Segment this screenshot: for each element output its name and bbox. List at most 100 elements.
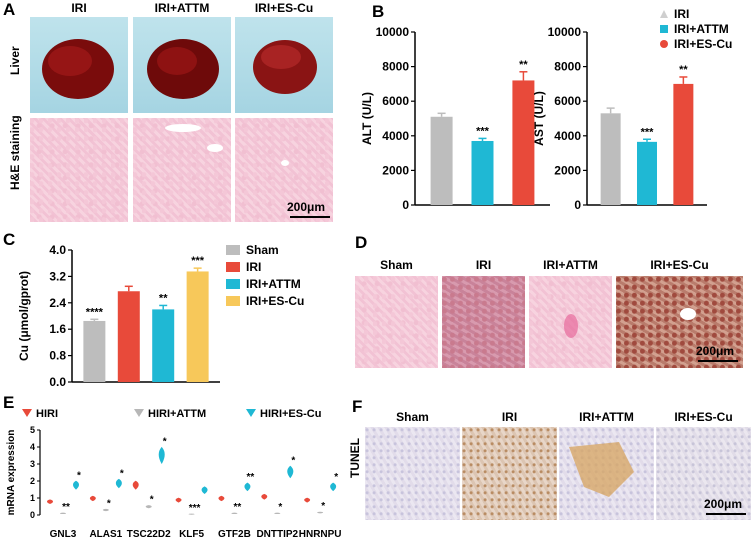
significance-label: *** (641, 126, 655, 138)
violin-hiri (218, 495, 225, 502)
panel-label-a: A (3, 0, 16, 19)
y-tick-label: 10000 (376, 25, 410, 39)
panel-label-f: F (352, 397, 363, 416)
panel-e-chart: 0 1 2 3 4 5 mRNA expression HIRI HIRI+ATTM HIRI+E… (6, 408, 342, 540)
violin-hiri (304, 497, 311, 503)
panel-f-col-attm: IRI+ATTM (579, 410, 634, 424)
significance-label: ** (159, 292, 168, 304)
y-tick-label: 0.0 (49, 375, 66, 389)
bar-iri-es-cu (512, 80, 535, 205)
bar-iri-es-cu (186, 271, 209, 382)
d-stain-attm (529, 276, 612, 368)
significance-label: * (120, 468, 124, 479)
legend-marker (22, 409, 32, 417)
legend-marker (226, 279, 240, 289)
significance-label: *** (476, 125, 490, 137)
panel-d-col-attm: IRI+ATTM (543, 258, 598, 272)
significance-label: * (278, 502, 282, 513)
legend-marker-escu (660, 40, 668, 48)
y-tick-label: 3.2 (49, 269, 66, 283)
y-tick-label: 6000 (554, 94, 581, 108)
y-tick-label: 2000 (554, 163, 581, 177)
y-axis-label: Cu (μmol/gprot) (17, 271, 31, 361)
y-axis-label: mRNA expression (6, 430, 17, 516)
y-axis-label: AST (U/L) (532, 91, 546, 146)
legend-label: IRI (674, 7, 689, 21)
y-tick-label: 2 (30, 476, 35, 486)
bar-iri (117, 291, 140, 382)
panel-label-b: B (372, 2, 385, 21)
significance-label: * (107, 498, 111, 509)
liver-photo-iri (30, 17, 128, 113)
he-stain-escu: 200μm (235, 118, 333, 222)
y-tick-label: 0 (402, 198, 409, 212)
panel-d-col-iri: IRI (475, 258, 492, 272)
y-axis-label: ALT (U/L) (360, 92, 374, 145)
scale-bar (698, 360, 738, 362)
y-tick-label: 4000 (554, 129, 581, 143)
he-stain-iri (30, 118, 128, 222)
violin-hiri (89, 495, 96, 502)
scale-bar-label: 200μm (704, 497, 743, 511)
y-tick-label: 8000 (382, 60, 409, 74)
f-tunel-iri (462, 427, 557, 520)
scale-bar-label: 200μm (696, 344, 735, 358)
panel-f-row-tunel: TUNEL (348, 438, 362, 478)
bar-iri (600, 113, 621, 205)
legend-marker (226, 296, 240, 306)
violin-hiri-attm (317, 511, 324, 514)
legend-label: Sham (246, 243, 279, 257)
violin-hiri (261, 493, 268, 500)
significance-label: ** (679, 64, 688, 76)
panel-d-col-sham: Sham (380, 258, 413, 272)
legend-label: IRI+ATTM (246, 277, 301, 291)
significance-label: ** (519, 59, 528, 71)
f-tunel-attm (559, 427, 654, 520)
significance-label: * (150, 495, 154, 506)
legend-label: HIRI+ATTM (148, 408, 206, 420)
legend-label: IRI+ATTM (674, 22, 729, 36)
panel-label-c: C (3, 230, 16, 249)
legend-label: HIRI+ES-Cu (260, 408, 321, 420)
d-stain-escu: 200μm (616, 276, 743, 368)
bar-iri-attm (637, 141, 657, 205)
violin-hiri-es-cu (244, 482, 251, 492)
violin-hiri (175, 497, 182, 503)
violin-hiri-es-cu (201, 486, 208, 494)
y-tick-label: 1.6 (49, 322, 66, 336)
d-stain-iri (442, 276, 525, 368)
y-tick-label: 2000 (382, 163, 409, 177)
significance-label: * (163, 437, 167, 448)
scale-bar (290, 216, 330, 218)
legend-marker-iri (660, 10, 668, 18)
legend-label: IRI+ES-Cu (246, 294, 304, 308)
liver-photo-escu (235, 17, 333, 113)
panel-f-col-escu: IRI+ES-Cu (674, 410, 733, 424)
bar-iri-es-cu (673, 83, 694, 205)
legend-label: IRI (246, 260, 261, 274)
panel-a-row-he: H&E staining (8, 115, 22, 190)
legend-label: IRI+ES-Cu (674, 37, 732, 51)
y-tick-label: 0.8 (49, 349, 66, 363)
legend-label: HIRI (36, 408, 58, 420)
panel-label-e: E (3, 393, 15, 412)
x-tick-label: GNL3 (50, 529, 77, 540)
y-tick-label: 4.0 (49, 243, 66, 257)
y-tick-label: 2.4 (49, 296, 66, 310)
he-stain-attm (133, 118, 231, 222)
legend-marker (226, 245, 240, 255)
panel-label-d: D (355, 233, 368, 252)
y-tick-label: 10000 (548, 25, 582, 39)
legend-marker (134, 409, 144, 417)
bar-iri (430, 116, 453, 205)
f-tunel-escu: 200μm (656, 427, 751, 520)
y-tick-label: 0 (30, 510, 35, 520)
violin-hiri-attm (145, 505, 152, 509)
bar-sham (83, 320, 106, 382)
bar-iri-attm (152, 309, 175, 382)
panel-a-col-escu: IRI+ES-Cu (254, 1, 314, 15)
y-tick-label: 8000 (554, 60, 581, 74)
significance-label: * (291, 455, 295, 466)
violin-hiri-es-cu (287, 465, 294, 479)
